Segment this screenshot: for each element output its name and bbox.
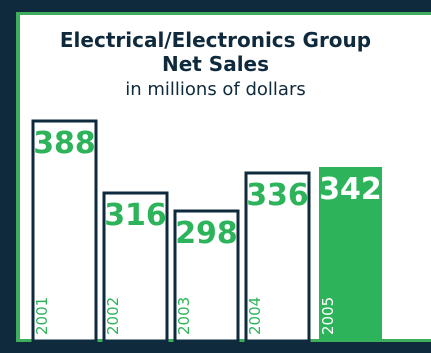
year-label-2001: 2001 <box>33 297 51 335</box>
year-label-2003: 2003 <box>175 297 193 335</box>
value-label-2001: 388 <box>33 126 96 161</box>
value-label-2005: 342 <box>319 172 382 207</box>
year-label-2002: 2002 <box>104 297 122 335</box>
chart-title-line2: Net Sales <box>161 52 270 76</box>
bar-2002 <box>102 191 169 343</box>
bar-2001 <box>31 119 98 343</box>
year-label-2004: 2004 <box>246 297 264 335</box>
bar-2005 <box>319 167 382 341</box>
bar-2004 <box>244 171 311 343</box>
value-label-2004: 336 <box>246 178 309 213</box>
year-label-2005: 2005 <box>319 297 337 335</box>
value-label-2003: 298 <box>175 216 238 251</box>
value-label-2002: 316 <box>104 198 167 233</box>
chart-title: Electrical/Electronics Group <box>59 28 372 52</box>
chart-subtitle: in millions of dollars <box>125 79 306 100</box>
bar-2003 <box>173 209 240 343</box>
